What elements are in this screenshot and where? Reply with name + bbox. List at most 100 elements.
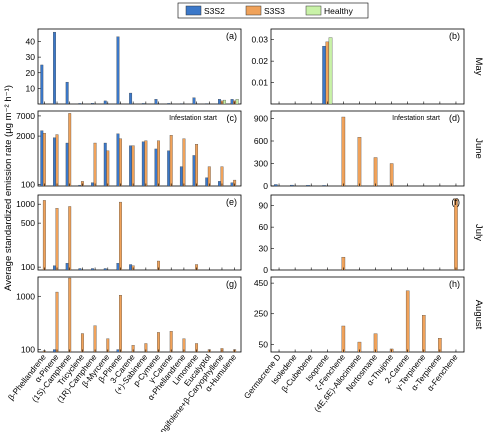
panel-left-2: 100 500 1000 (e) <box>16 194 242 272</box>
panel-grid: 10 20 30 40 (a) 0.01 0.02 0.03 (b) May 100 2000 7000… <box>6 28 484 432</box>
bar-s3s3 <box>93 325 97 353</box>
bar-s3s2 <box>40 64 44 105</box>
bar-s3s3 <box>106 150 110 187</box>
bar-s3s2 <box>65 81 69 105</box>
y-tick-label: 1000 <box>16 291 35 301</box>
legend-swatch <box>305 5 322 16</box>
bar-s3s3 <box>144 140 148 187</box>
y-tick-label: 7000 <box>16 111 35 121</box>
bar-s3s2 <box>167 150 171 187</box>
bar-s3s2 <box>154 99 158 105</box>
legend-swatch <box>185 5 202 16</box>
panel-frame <box>270 194 465 271</box>
legend-label: Healthy <box>324 6 354 16</box>
panel-right-2: 0 30 60 90 (f) <box>259 194 465 275</box>
bar-s3s3 <box>169 331 173 353</box>
panel-left-1: 100 2000 7000 (c) Infestation start <box>16 110 242 189</box>
y-tick-label: 100 <box>21 179 35 189</box>
x-category-labels-left: β-Phellandreneα-Pinene(1S)-CampheneTricy… <box>6 352 238 432</box>
y-tick-label: 100 <box>21 345 35 355</box>
bar-s3s2 <box>53 137 56 187</box>
bar-s3s2 <box>274 184 278 187</box>
bar-s3s2 <box>230 182 234 187</box>
panel-right-0: 0.01 0.02 0.03 (b) <box>251 28 465 105</box>
bar-s3s3 <box>373 333 378 353</box>
bar-s3s2 <box>78 268 82 271</box>
bar-s3s3 <box>131 145 135 187</box>
y-tick-label: 30 <box>259 244 269 254</box>
y-tick-label: 50 <box>259 339 269 349</box>
bar-s3s2 <box>116 133 120 187</box>
panel-label: (f) <box>452 197 461 207</box>
bar-s3s2 <box>91 103 94 105</box>
legend-swatch <box>245 5 262 16</box>
bar-s3s2 <box>78 103 82 105</box>
y-tick-label: 100 <box>21 262 35 272</box>
bar-s3s3 <box>119 201 122 271</box>
panel-frame <box>270 110 465 187</box>
bar-s3s2 <box>306 185 310 187</box>
bar-s3s2 <box>103 100 107 105</box>
bar-s3s2 <box>40 130 44 187</box>
panel-label: (b) <box>449 31 460 41</box>
bar-s3s2 <box>218 99 221 105</box>
bar-s3s3 <box>373 157 378 187</box>
y-tick-label: 1000 <box>16 199 35 209</box>
bar-s3s3 <box>157 332 160 353</box>
month-label-august: August <box>473 300 484 330</box>
panel-right-1: 0 300 600 900 (d) Infestation start <box>254 110 465 191</box>
bar-s3s3 <box>220 166 224 187</box>
x-category-labels-right: Germacrene DIsoledeneβ-CubebeneIsopreneζ… <box>242 352 459 413</box>
panel-frame <box>37 28 242 105</box>
bar-s3s2 <box>192 97 196 105</box>
y-tick-label: 600 <box>254 136 268 146</box>
bar-s3s3 <box>93 142 97 187</box>
panel-left-0: 10 20 30 40 (a) <box>26 28 242 105</box>
panel-frame <box>37 276 242 353</box>
y-tick-label: 0.01 <box>251 78 268 88</box>
panel-frame <box>270 28 465 105</box>
y-tick-label: 300 <box>254 159 268 169</box>
bar-s3s3 <box>169 135 173 187</box>
bar-s3s2 <box>179 166 183 187</box>
panel-left-3: 100 1000 (g) <box>16 276 242 355</box>
panel-frame <box>37 194 242 271</box>
bar-s3s3 <box>55 291 59 353</box>
month-label-may: May <box>473 58 484 76</box>
bar-s3s2 <box>218 181 221 187</box>
bar-s3s3 <box>389 163 394 187</box>
bar-s3s2 <box>116 263 120 271</box>
bar-s3s2 <box>53 31 56 105</box>
month-label-june: June <box>473 138 484 159</box>
panel-label: (d) <box>449 113 460 123</box>
bar-s3s3 <box>55 208 59 271</box>
bar-s3s2 <box>116 349 120 353</box>
y-tick-label: 0.03 <box>251 35 268 45</box>
bar-s3s3 <box>341 116 346 187</box>
bar-s3s3 <box>195 144 199 187</box>
panel-right-3: 50 250 450 (h) <box>254 276 465 353</box>
bar-s3s2 <box>103 142 107 187</box>
bar-s3s2 <box>129 264 133 271</box>
infestation-annotation: Infestation start <box>169 115 217 122</box>
bar-s3s2 <box>141 103 145 105</box>
bar-s3s3 <box>405 290 410 353</box>
bar-s3s2 <box>91 182 94 187</box>
bar-s3s2 <box>65 142 69 187</box>
y-tick-label: 250 <box>254 309 268 319</box>
legend-label: S3S3 <box>264 6 285 16</box>
bar-s3s2 <box>53 265 56 271</box>
legend-item-healthy: Healthy <box>305 5 354 16</box>
legend-item-s3s2: S3S2 <box>185 5 225 16</box>
y-tick-label: 40 <box>26 37 36 47</box>
bar-s3s3 <box>42 200 46 271</box>
bar-s3s2 <box>322 185 326 187</box>
panel-label: (h) <box>449 279 460 289</box>
infestation-annotation: Infestation start <box>392 115 440 122</box>
bar-s3s2 <box>141 141 145 187</box>
bar-s3s2 <box>65 263 69 271</box>
bar-healthy <box>235 99 239 105</box>
bar-s3s3 <box>119 138 122 187</box>
y-tick-label: 60 <box>259 222 269 232</box>
